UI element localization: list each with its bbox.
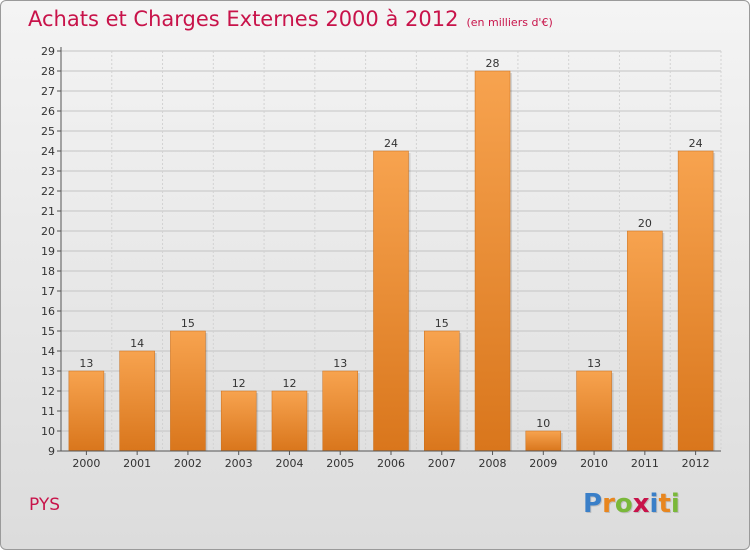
bar <box>474 70 511 452</box>
x-tick-label: 2000 <box>72 457 100 470</box>
bars <box>68 70 716 452</box>
y-tick-label: 27 <box>41 85 55 98</box>
x-tick-label: 2011 <box>631 457 659 470</box>
bar-value-label: 12 <box>232 377 246 390</box>
bar <box>525 430 562 452</box>
x-tick-label: 2009 <box>529 457 557 470</box>
value-labels: 13 14 15 12 12 13 24 15 28 10 13 20 24 <box>79 57 702 430</box>
logo-letter: t <box>658 489 671 519</box>
bar-value-label: 13 <box>79 357 93 370</box>
y-tick-label: 13 <box>41 365 55 378</box>
logo-letter: o <box>614 489 633 519</box>
x-tick-label: 2002 <box>174 457 202 470</box>
bar <box>170 330 206 452</box>
x-tick-label: 2012 <box>682 457 710 470</box>
y-tick-label: 11 <box>41 405 55 418</box>
y-tick-label: 14 <box>41 345 55 358</box>
y-tick-label: 22 <box>41 185 55 198</box>
chart-title: Achats et Charges Externes 2000 à 2012 (e… <box>28 7 553 31</box>
logo-letter: x <box>632 489 650 519</box>
bar <box>68 370 105 452</box>
y-tick-label: 20 <box>41 225 55 238</box>
title-text: Achats et Charges Externes 2000 à 2012 <box>28 7 459 31</box>
x-axis-tick-labels: 2000 2001 2002 2003 2004 2005 2006 2007 2008 2009… <box>72 451 710 470</box>
bar-value-label: 14 <box>130 337 144 350</box>
y-tick-label: 19 <box>41 245 55 258</box>
bar-value-label: 24 <box>384 137 398 150</box>
y-tick-label: 23 <box>41 165 55 178</box>
axes <box>60 47 721 452</box>
x-tick-label: 2006 <box>377 457 405 470</box>
y-tick-label: 18 <box>41 265 55 278</box>
y-tick-label: 28 <box>41 65 55 78</box>
bar <box>627 230 663 452</box>
bar-value-label: 24 <box>689 137 703 150</box>
bar-value-label: 20 <box>638 217 652 230</box>
bar <box>576 370 612 452</box>
proxiti-logo[interactable]: Proxiti <box>583 489 680 519</box>
logo-letter: P <box>583 489 603 519</box>
x-tick-label: 2004 <box>275 457 303 470</box>
logo-letter: r <box>602 489 615 519</box>
bar-value-label: 10 <box>536 417 550 430</box>
y-tick-label: 24 <box>41 145 55 158</box>
x-tick-label: 2010 <box>580 457 608 470</box>
bar-value-label: 15 <box>181 317 195 330</box>
y-tick-label: 9 <box>48 445 55 458</box>
y-tick-label: 17 <box>41 285 55 298</box>
x-tick-label: 2008 <box>479 457 507 470</box>
bar-value-label: 13 <box>587 357 601 370</box>
bar <box>271 390 308 452</box>
bar <box>119 350 155 452</box>
x-tick-label: 2005 <box>326 457 354 470</box>
y-tick-label: 21 <box>41 205 55 218</box>
y-tick-label: 26 <box>41 105 55 118</box>
y-tick-label: 29 <box>41 45 55 58</box>
bar-value-label: 28 <box>486 57 500 70</box>
bar-value-label: 15 <box>435 317 449 330</box>
y-tick-label: 12 <box>41 385 55 398</box>
y-tick-label: 10 <box>41 425 55 438</box>
logo-letter: i <box>649 489 659 519</box>
bar <box>677 150 714 452</box>
bar <box>220 390 257 452</box>
bar-value-label: 13 <box>333 357 347 370</box>
y-axis-tick-labels: 9 10 11 12 13 14 15 16 17 18 19 20 21 22 23 24 25 26 27 28 2… <box>41 45 55 458</box>
x-tick-label: 2003 <box>225 457 253 470</box>
y-tick-label: 16 <box>41 305 55 318</box>
bar <box>322 370 358 452</box>
commune-name: PYS <box>29 495 61 515</box>
x-tick-label: 2007 <box>428 457 456 470</box>
y-tick-label: 25 <box>41 125 55 138</box>
x-tick-label: 2001 <box>123 457 151 470</box>
bar-value-label: 12 <box>282 377 296 390</box>
logo-letter: i <box>670 489 680 519</box>
bar <box>373 150 409 452</box>
y-tick-label: 15 <box>41 325 55 338</box>
bar <box>424 330 460 452</box>
chart-subtitle: (en milliers d'€) <box>466 16 553 29</box>
